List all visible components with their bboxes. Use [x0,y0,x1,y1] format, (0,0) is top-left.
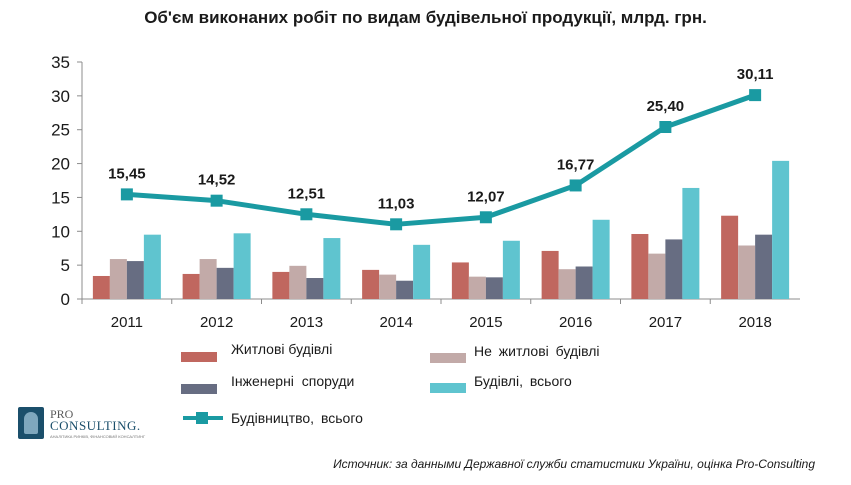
source-note: Источник: за данными Державної служби ст… [333,457,815,471]
data-label-2016: 16,77 [557,156,595,173]
x-tick-label: 2016 [559,314,592,331]
x-tick-label: 2015 [469,314,502,331]
legend-swatch-nonresidential [430,353,466,363]
y-tick-label: 30 [51,87,70,106]
y-tick-label: 15 [51,188,70,207]
legend-label-construction-total: Будівництво, всього [231,410,363,426]
bar-3-2014 [396,280,414,299]
y-tick-label: 0 [61,290,70,309]
legend-item-nonresidential: Не житлові будівлі [430,343,690,363]
bar-2-2015 [468,276,486,299]
y-tick-label: 35 [51,53,70,72]
bar-1-2012 [182,273,200,299]
legend-swatch-engineering [181,384,217,394]
x-tick-label: 2014 [379,314,412,331]
x-tick-label: 2017 [649,314,682,331]
total-construction-marker-2018 [749,89,762,102]
data-label-2018: 30,11 [737,66,774,83]
logo-tagline: АНАЛІТИКА РИНКІВ, ФІНАНСОВИЙ КОНСАЛТИНГ [50,434,146,439]
logo-text-consulting: CONSULTING. [50,418,141,433]
total-construction-marker-2015 [479,211,492,224]
total-construction-marker-2014 [390,218,403,231]
bar-4-2016 [592,219,610,299]
bar-1-2014 [362,269,380,299]
legend-item-residential: Житлові будівлі [181,341,411,362]
bar-1-2018 [721,215,739,299]
x-tick-label: 2013 [290,314,323,331]
data-label-2015: 12,07 [467,188,505,205]
data-label-2013: 12,51 [288,185,326,202]
legend-label-engineering: Інженерні споруди [231,373,355,389]
data-label-2014: 11,03 [378,195,415,212]
pro-consulting-logo: PRO CONSULTING. АНАЛІТИКА РИНКІВ, ФІНАНС… [18,407,158,441]
bar-2-2012 [199,259,217,299]
bar-3-2018 [755,234,773,299]
legend-label-nonresidential: Не житлові будівлі [474,343,600,359]
bar-4-2012 [233,233,251,299]
y-tick-label: 10 [51,222,70,241]
bar-3-2017 [665,239,683,299]
total-construction-marker-2016 [569,179,582,192]
bar-4-2013 [323,238,341,299]
labels-layer: 15,45 14,52 12,51 11,03 12,07 16,77 25,40 30,11 [108,66,773,212]
bar-3-2011 [126,261,144,299]
total-construction-line [126,92,756,227]
bars-layer [92,160,790,299]
total-construction-marker-2012 [210,194,223,207]
logo-mark-icon [18,407,44,439]
total-construction-marker-2013 [300,208,313,221]
legend-item-buildings-total: Будівлі, всього [430,373,670,393]
bar-1-2016 [541,250,559,299]
x-tick-label: 2018 [738,314,771,331]
total-construction-marker-2017 [659,121,672,134]
data-label-2011: 15,45 [108,165,146,182]
bar-4-2014 [413,244,431,299]
bar-3-2015 [485,277,503,299]
bar-2-2014 [379,274,397,299]
bar-3-2012 [216,267,234,299]
bar-4-2015 [502,240,520,299]
x-tick-label: 2011 [111,314,143,331]
legend-item-construction-total: Будівництво, всього [181,408,421,430]
legend-swatch-residential [181,352,217,362]
total-construction-marker-2011 [120,188,133,201]
bar-3-2013 [306,278,324,299]
bar-4-2017 [682,187,700,299]
legend-swatch-buildings-total [430,383,466,393]
line-layer [120,89,762,231]
legend-label-buildings-total: Будівлі, всього [474,373,572,389]
page-title: Об'єм виконаних робіт по видам будівельн… [144,8,707,27]
bar-2-2011 [109,259,127,299]
x-tick-label: 2012 [200,314,233,331]
axis-layer: 0 5 10 15 20 25 30 35 2011 2012 2013 2014 2015 2016 20… [51,53,800,331]
bar-2-2013 [289,265,307,299]
data-label-2012: 14,52 [198,172,236,189]
logo-text-pro: PRO [50,407,74,421]
y-tick-label: 5 [61,256,70,275]
bar-1-2015 [451,262,469,299]
legend-item-engineering: Інженерні споруди [181,373,421,394]
bar-2-2018 [738,245,756,299]
legend-label-residential: Житлові будівлі [231,341,333,357]
bar-3-2016 [575,266,593,299]
legend-line-construction-total [183,412,223,424]
bar-2-2017 [648,253,666,299]
data-label-2017: 25,40 [647,98,685,115]
bar-1-2013 [272,271,290,299]
y-tick-label: 20 [51,155,70,174]
bar-2-2016 [558,269,576,299]
bar-1-2017 [631,233,649,299]
bar-4-2018 [772,160,790,299]
bar-4-2011 [143,234,161,299]
bar-1-2011 [92,275,110,299]
y-tick-label: 25 [51,121,70,140]
